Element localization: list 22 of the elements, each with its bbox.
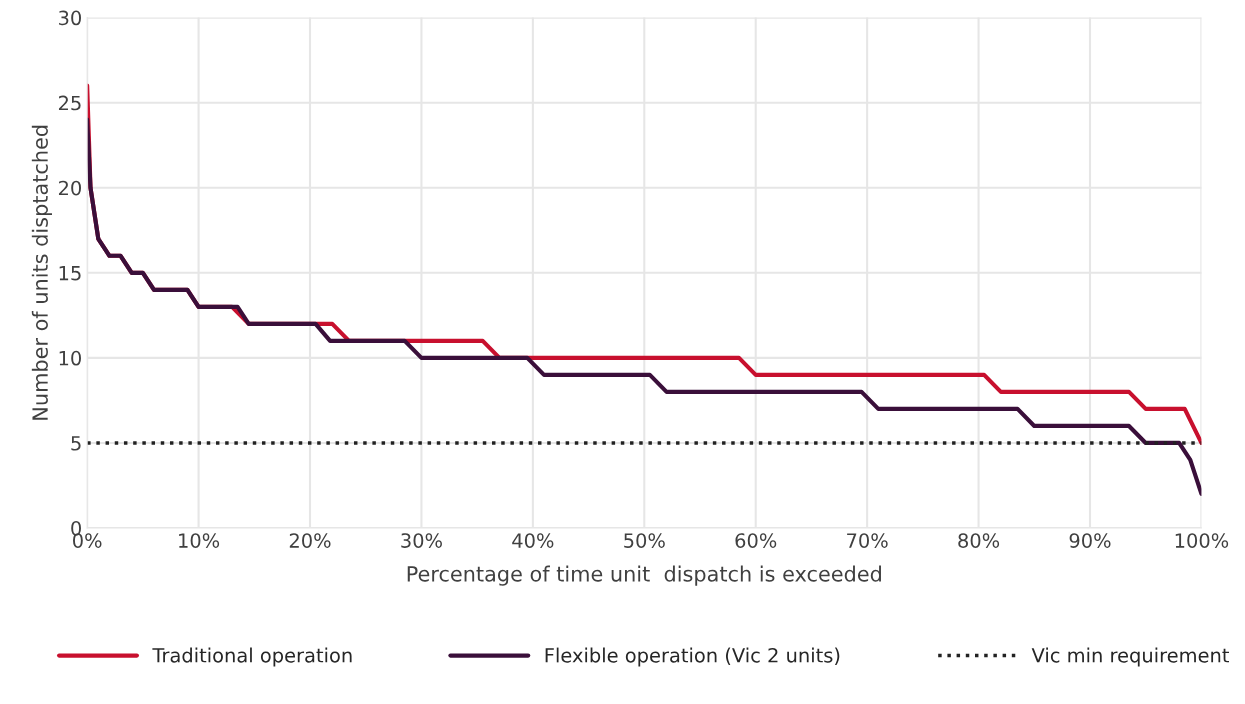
y-tick-label: 10 [59, 350, 81, 366]
x-tick-label: 30% [401, 533, 442, 548]
x-tick-label: 50% [624, 533, 665, 548]
x-tick-label: 90% [1069, 533, 1111, 548]
y-axis-title: Number of units disptatched [31, 125, 52, 420]
y-tick-label: 15 [59, 266, 81, 281]
x-axis-title: Percentage of time unit dispatch is exceeded [407, 565, 881, 586]
x-tick-label: 80% [958, 533, 1000, 548]
y-tick-label: 20 [58, 180, 81, 196]
x-tick-label: 60% [735, 533, 777, 548]
legend-label: Flexible operation (Vic 2 units) [545, 647, 840, 667]
x-tick-label: 20% [289, 533, 331, 548]
line-series [87, 117, 1202, 497]
legend-label: Traditional operation [152, 647, 352, 667]
x-tick-label: 40% [512, 533, 554, 548]
y-tick-label: 5 [71, 436, 81, 451]
x-tick-label: 100% [1175, 533, 1229, 548]
legend-label: Vic min requirement [1031, 647, 1230, 667]
x-tick-label: 10% [179, 533, 220, 548]
y-tick-label: 30 [59, 10, 81, 26]
x-tick-label: 70% [847, 533, 888, 548]
y-tick-label: 25 [58, 95, 81, 111]
